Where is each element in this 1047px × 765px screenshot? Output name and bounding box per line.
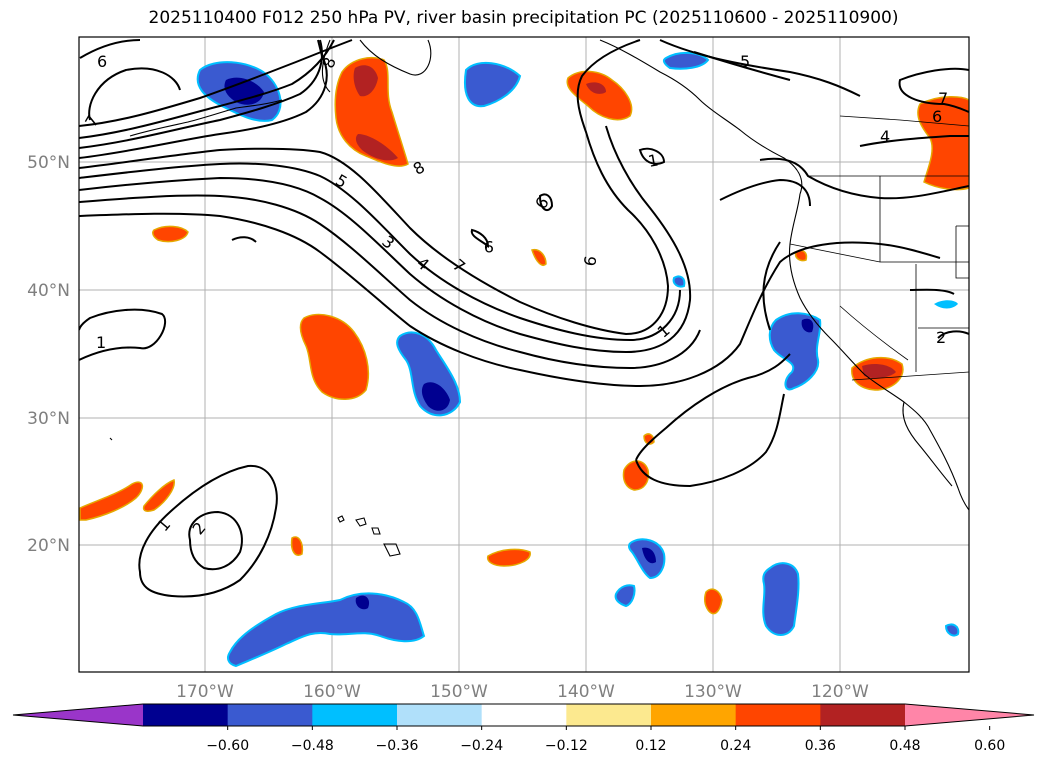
- colorbar-tick-label: −0.48: [291, 738, 334, 754]
- contour-label: 2: [936, 328, 946, 347]
- precip-blob-negative: [662, 52, 710, 70]
- contour-label: 4: [880, 127, 890, 146]
- contour-label: 7: [938, 89, 948, 108]
- precip-blob-negative: [614, 584, 636, 608]
- contour-label: 9: [484, 237, 494, 256]
- lon-label: 140°W: [557, 682, 615, 702]
- precip-blob-positive: [862, 364, 896, 379]
- precip-blob-negative: [934, 300, 958, 309]
- precip-blob-positive: [79, 481, 144, 521]
- precip-blob-positive: [142, 478, 175, 512]
- contour-label: 1: [96, 333, 106, 352]
- precip-blob-positive: [486, 548, 531, 567]
- precip-blob-positive: [152, 225, 189, 243]
- colorbar-segment: [566, 704, 652, 726]
- colorbar-tick-label: −0.36: [376, 738, 419, 754]
- lon-label: 170°W: [176, 682, 234, 702]
- precip-blob-positive: [531, 248, 547, 266]
- precip-blob-positive: [290, 536, 304, 556]
- colorbar-segment: [820, 704, 906, 726]
- contour-label: 6: [932, 107, 942, 126]
- contour-label: 6: [97, 52, 107, 71]
- colorbar-segment: [312, 704, 398, 726]
- colorbar-tick-label: −0.12: [545, 738, 588, 754]
- lon-label: 120°W: [811, 682, 869, 702]
- map-panel: [79, 37, 969, 672]
- map-title: 2025110400 F012 250 hPa PV, river basin …: [148, 8, 899, 28]
- precip-blob-positive: [586, 82, 606, 94]
- precip-blob-negative: [227, 592, 426, 668]
- longitude-labels: 170°W 160°W 150°W 140°W 130°W 120°W: [176, 682, 869, 702]
- colorbar-segment: [227, 704, 313, 726]
- lat-label: 30°N: [27, 409, 70, 429]
- map-frame: [78, 36, 970, 673]
- lat-label: 20°N: [27, 536, 70, 556]
- lat-label: 50°N: [27, 153, 70, 173]
- colorbar-tick-label: 0.24: [720, 738, 751, 754]
- lat-label: 40°N: [27, 281, 70, 301]
- lon-label: 160°W: [303, 682, 361, 702]
- colorbar-tick-label: 0.48: [889, 738, 920, 754]
- pv-contours: [79, 39, 969, 598]
- contour-label: 1: [647, 150, 660, 170]
- precip-blob-negative: [224, 77, 264, 105]
- colorbar-tick-label: −0.24: [460, 738, 503, 754]
- precip-blob-negative: [642, 547, 656, 564]
- colorbar-tick-label: 0.60: [974, 738, 1005, 754]
- colorbar: [12, 703, 1035, 727]
- positive-precip-blobs: [79, 57, 969, 615]
- colorbar-segment: [143, 704, 229, 726]
- colorbar-segment: [481, 704, 567, 726]
- contour-label: 6: [580, 254, 600, 267]
- contour-label: 5: [740, 52, 750, 71]
- gridlines: [79, 37, 969, 672]
- precip-blob-negative: [421, 382, 450, 411]
- colorbar-tick-label: −0.60: [206, 738, 249, 754]
- precip-blob-negative: [762, 562, 800, 636]
- colorbar-tick-label: 0.36: [805, 738, 836, 754]
- precip-blob-positive: [353, 65, 378, 97]
- colorbar-outline: [12, 703, 1035, 727]
- precip-blob-positive: [703, 588, 723, 615]
- precip-blob-negative: [944, 623, 960, 637]
- lon-label: 150°W: [430, 682, 488, 702]
- latitude-labels: 50°N 40°N 30°N 20°N: [27, 153, 70, 556]
- precip-blob-negative: [355, 595, 370, 610]
- colorbar-segment: [397, 704, 483, 726]
- precip-blob-positive: [334, 57, 409, 167]
- colorbar-segment: [735, 704, 821, 726]
- colorbar-extend-max: [905, 704, 1034, 726]
- precip-blob-negative: [464, 61, 522, 108]
- precip-blob-positive: [917, 96, 969, 191]
- colorbar-tick-label: 0.12: [635, 738, 666, 754]
- colorbar-ticks: −0.60 −0.48 −0.36 −0.24 −0.12 0.12 0.24 0.36 0.4…: [206, 726, 1005, 754]
- precip-blob-positive: [622, 460, 650, 491]
- precip-blob-negative: [672, 275, 686, 288]
- colorbar-segment: [651, 704, 737, 726]
- precip-blob-negative: [768, 312, 822, 391]
- political-borders: [789, 115, 969, 381]
- precip-blob-positive: [299, 313, 370, 400]
- precip-blob-negative: [801, 318, 814, 333]
- colorbar-extend-min: [13, 704, 143, 726]
- precip-blob-positive: [355, 134, 398, 161]
- lon-label: 130°W: [684, 682, 742, 702]
